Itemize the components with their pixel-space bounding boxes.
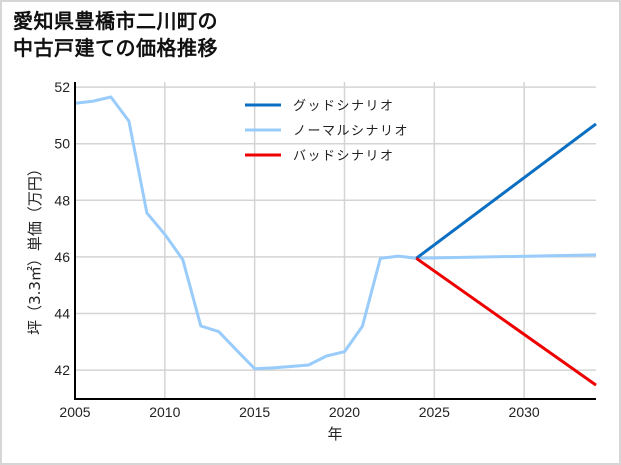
legend-label: グッドシナリオ	[293, 99, 395, 114]
legend-label: バッドシナリオ	[293, 149, 395, 164]
x-tick-label: 2030	[509, 404, 540, 420]
x-tick-label: 2005	[59, 404, 90, 420]
y-tick-label: 48	[54, 192, 70, 208]
y-tick-label: 46	[54, 249, 70, 265]
y-tick-label: 52	[54, 79, 70, 95]
chart-title-line1: 愛知県豊橋市二川町の	[13, 9, 218, 33]
x-tick-label: 2010	[149, 404, 180, 420]
y-tick-label: 42	[54, 362, 70, 378]
chart-title-line2: 中古戸建ての価格推移	[13, 36, 218, 60]
x-tick-label: 2025	[419, 404, 450, 420]
x-tick-label: 2020	[329, 404, 360, 420]
axes	[74, 82, 596, 400]
x-tick-label: 2015	[239, 404, 270, 420]
chart-title: 愛知県豊橋市二川町の 中古戸建ての価格推移	[13, 8, 218, 62]
legend-label: ノーマルシナリオ	[293, 124, 409, 139]
series-line	[74, 95, 597, 371]
x-axis-title: 年	[327, 425, 342, 443]
series-line	[415, 122, 597, 260]
y-tick-label: 44	[54, 306, 70, 322]
y-axis-title: 坪（3.3㎡）単価（万円）	[26, 161, 44, 335]
y-tick-label: 50	[54, 136, 70, 152]
series-line	[415, 257, 597, 387]
data-series	[74, 95, 597, 387]
tick-labels: 2005 2010 2015 2020 2025 2030 42 44 46 48 50 52	[54, 79, 539, 420]
